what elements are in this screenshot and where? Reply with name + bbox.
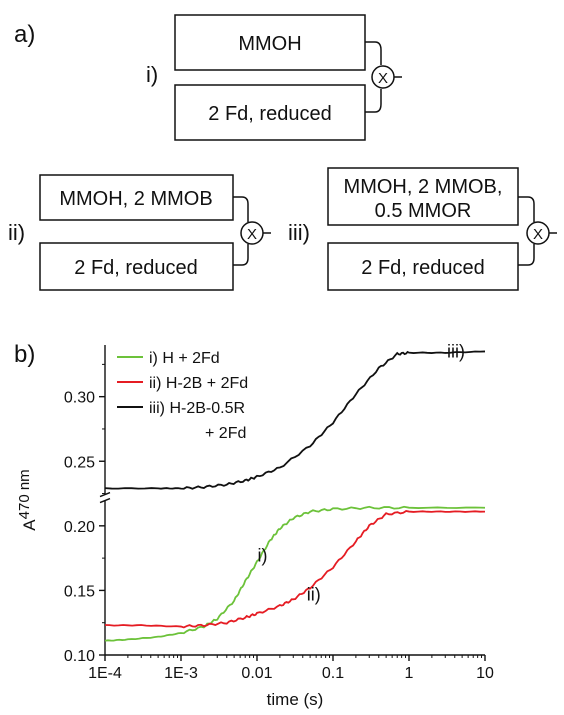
scheme-iii-top-text-line1: MMOH, 2 MMOB, [344, 176, 503, 198]
scheme-ii-bottom-box [39, 242, 234, 291]
series-2-curve-label: ii) [307, 584, 321, 604]
y-axis-break-mark [99, 491, 111, 498]
scheme-iii-bottom-connector [518, 244, 535, 266]
chart-legend: i) H + 2Fd ii) H-2B + 2Fd iii) H-2B-0.5R + … [117, 350, 248, 442]
series-1-line [104, 505, 486, 642]
y-axis-label: A470 nm [16, 469, 39, 530]
x-tick-label: 1 [405, 665, 414, 682]
series-1-curve-label: i) [258, 546, 268, 566]
scheme-i-mixer-label: X [378, 70, 388, 87]
scheme-ii-top-connector [233, 196, 249, 222]
scheme-iii-top-connector [518, 196, 535, 222]
scheme-ii-mixer-label: X [247, 226, 257, 243]
series-3-line [104, 350, 486, 490]
y-axis-label-main: A [20, 519, 39, 531]
scheme-i-top-connector [365, 41, 382, 65]
x-tick-label: 0.01 [241, 665, 272, 682]
y-tick-label: 0.10 [64, 648, 95, 665]
scheme-i-roman: i) [146, 62, 158, 87]
scheme-ii-top-text: MMOH, 2 MMOB [59, 188, 212, 210]
scheme-ii-bottom-text: 2 Fd, reduced [74, 257, 197, 279]
y-tick-label: 0.15 [64, 583, 95, 600]
series-2-line [104, 510, 486, 629]
y-tick-label: 0.30 [64, 390, 95, 407]
scheme-iii-bottom-text: 2 Fd, reduced [361, 257, 484, 279]
scheme-iii-mixer-label: X [533, 226, 543, 243]
scheme-iii-bottom-box [327, 242, 519, 291]
scheme-iii: iii) MMOH, 2 MMOB, 0.5 MMOR 2 Fd, reduce… [288, 167, 557, 291]
scheme-i: i) MMOH 2 Fd, reduced X [146, 14, 402, 141]
legend-entry-1: i) H + 2Fd [149, 350, 220, 367]
scheme-ii: ii) MMOH, 2 MMOB 2 Fd, reduced X [8, 174, 271, 291]
scheme-iii-top-text-line2: 0.5 MMOR [375, 200, 472, 222]
chart-series [104, 350, 486, 642]
legend-entry-2: ii) H-2B + 2Fd [149, 375, 248, 392]
scheme-i-bottom-text: 2 Fd, reduced [208, 103, 331, 125]
x-tick-label: 1E-3 [164, 665, 198, 682]
x-axis-label: time (s) [267, 690, 324, 709]
legend-entry-3: iii) H-2B-0.5R [149, 400, 245, 417]
scheme-iii-roman: iii) [288, 220, 310, 245]
scheme-ii-bottom-connector [233, 244, 249, 266]
y-axis-break-mark [99, 497, 111, 504]
scheme-i-bottom-connector [365, 89, 382, 113]
series-3-curve-label: iii) [447, 341, 465, 361]
y-tick-label: 0.25 [64, 454, 95, 471]
chart-axes: 0.10 0.15 0.20 0.25 0.30 1E-4 1E-3 0.01 0.1 1 10 [64, 345, 494, 682]
panel-a-label: a) [14, 21, 35, 48]
x-tick-label: 10 [476, 665, 494, 682]
x-tick-label: 1E-4 [88, 665, 122, 682]
kinetics-chart: 0.10 0.15 0.20 0.25 0.30 1E-4 1E-3 0.01 0.1 1 10 i… [16, 341, 494, 709]
scheme-i-top-text: MMOH [238, 33, 301, 55]
y-tick-label: 0.20 [64, 519, 95, 536]
y-axis-label-sub: 470 nm [16, 469, 33, 519]
legend-entry-3-line2: + 2Fd [205, 425, 246, 442]
chart-curve-labels: i) ii) iii) [258, 341, 465, 604]
x-tick-label: 0.1 [322, 665, 344, 682]
scheme-ii-roman: ii) [8, 220, 25, 245]
panel-b-label: b) [14, 341, 35, 368]
